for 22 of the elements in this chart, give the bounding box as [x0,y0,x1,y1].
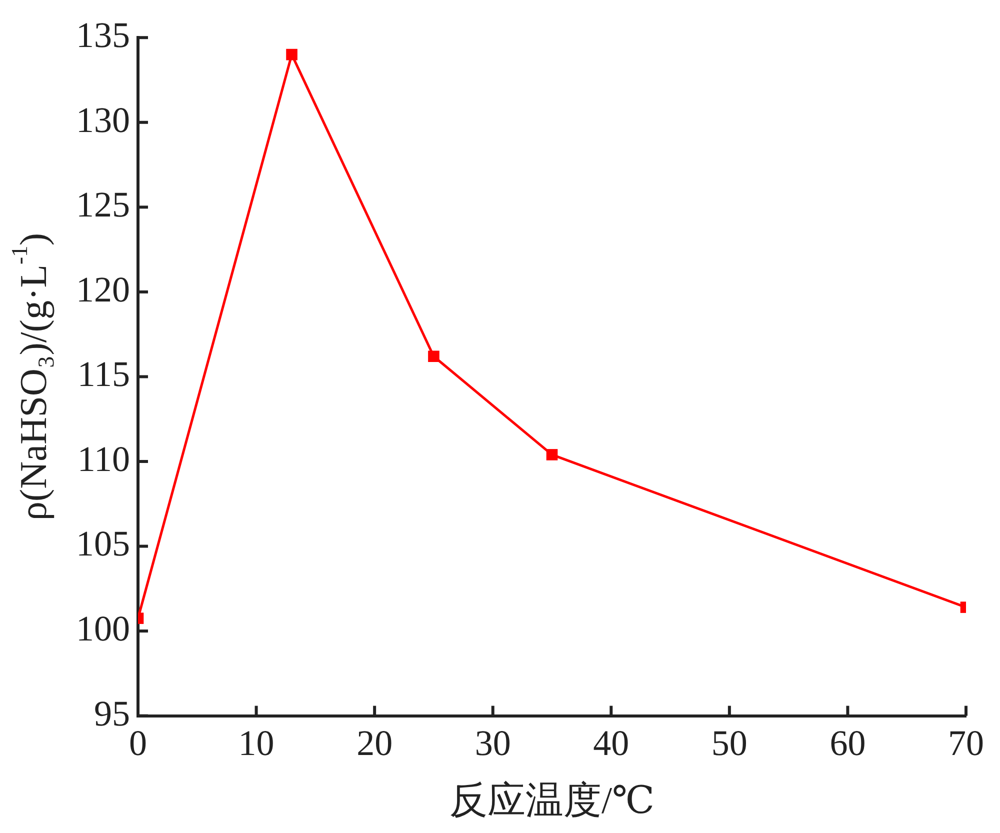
x-tick-label: 60 [830,722,866,763]
point [546,449,558,460]
x-tick-label: 10 [238,722,274,763]
x-tick-label: 30 [474,722,511,763]
x-tick-label: 50 [711,722,748,763]
y-tick-label: 125 [76,184,130,225]
y-tick-label: 130 [76,100,130,140]
x-tick-label: 20 [356,722,393,763]
x-axis-title: 反应温度/℃ [449,780,655,822]
y-tick-label: 105 [76,524,130,564]
x-tick-label: 40 [593,722,630,763]
y-tick-label: 135 [76,15,130,56]
x-tick-label: 70 [948,722,984,763]
y-tick-label: 115 [77,354,130,394]
x-tick-label: 0 [129,722,147,763]
y-axis-title: ρ(NaHSO₃)/(g·L-1) [6,232,55,520]
y-tick-label: 120 [76,269,130,310]
point [428,350,440,362]
y-tick-label: 110 [77,438,130,479]
point [286,48,298,60]
y-tick-label: 95 [94,693,130,734]
y-tick-label: 100 [76,608,130,648]
